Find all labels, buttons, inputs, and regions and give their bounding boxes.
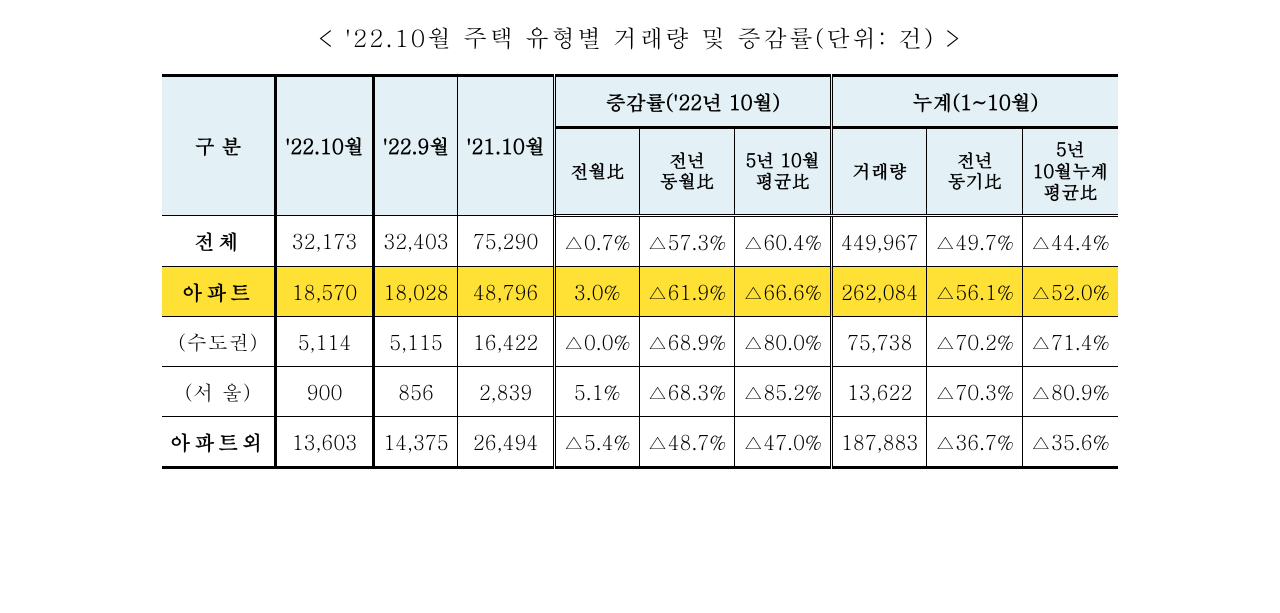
hdr-sub-cumvol: 거래량 (832, 128, 927, 216)
hdr-sub-5yr: 5년 10월평균比 (735, 128, 832, 216)
cell-mom: 5.1% (554, 366, 639, 416)
cell-label: 아파트외 (162, 416, 276, 467)
table-header: 구 분 '22.10월 '22.9월 '21.10월 증감률('22년 10월)… (162, 76, 1118, 216)
cell-sep22: 5,115 (373, 316, 458, 366)
cell-cum5yr: △52.0% (1023, 266, 1118, 316)
cell-cumvol: 262,084 (832, 266, 927, 316)
cell-cumvol: 449,967 (832, 215, 927, 266)
cell-yoy: △57.3% (639, 215, 735, 266)
cell-cumvol: 75,738 (832, 316, 927, 366)
cell-oct21: 48,796 (458, 266, 555, 316)
cell-cum5yr: △35.6% (1023, 416, 1118, 467)
cell-5yr: △85.2% (735, 366, 832, 416)
table-title: < '22.10월 주택 유형별 거래량 및 증감률(단위: 건) > (20, 20, 1260, 54)
hdr-col-oct22: '22.10월 (276, 76, 374, 216)
table-row: 아파트18,57018,02848,7963.0%△61.9%△66.6%262… (162, 266, 1118, 316)
cell-cum5yr: △44.4% (1023, 215, 1118, 266)
hdr-sub-mom: 전월比 (554, 128, 639, 216)
hdr-sub-yoy: 전년동월比 (639, 128, 735, 216)
cell-oct22: 18,570 (276, 266, 374, 316)
cell-cumyoy: △70.3% (927, 366, 1023, 416)
cell-oct21: 2,839 (458, 366, 555, 416)
cell-mom: △0.7% (554, 215, 639, 266)
hdr-group-change: 증감률('22년 10월) (554, 76, 831, 128)
cell-sep22: 14,375 (373, 416, 458, 467)
cell-label: (수도권) (162, 316, 276, 366)
cell-cum5yr: △80.9% (1023, 366, 1118, 416)
hdr-col-oct21: '21.10월 (458, 76, 555, 216)
cell-yoy: △48.7% (639, 416, 735, 467)
cell-cumyoy: △36.7% (927, 416, 1023, 467)
cell-mom: △0.0% (554, 316, 639, 366)
table-row: (수도권)5,1145,11516,422△0.0%△68.9%△80.0%75… (162, 316, 1118, 366)
cell-cumyoy: △49.7% (927, 215, 1023, 266)
cell-5yr: △80.0% (735, 316, 832, 366)
cell-sep22: 856 (373, 366, 458, 416)
cell-cumyoy: △56.1% (927, 266, 1023, 316)
hdr-sub-cumyoy: 전년동기比 (927, 128, 1023, 216)
cell-oct21: 26,494 (458, 416, 555, 467)
cell-oct22: 13,603 (276, 416, 374, 467)
cell-cumvol: 187,883 (832, 416, 927, 467)
cell-sep22: 32,403 (373, 215, 458, 266)
cell-oct22: 900 (276, 366, 374, 416)
cell-yoy: △68.9% (639, 316, 735, 366)
cell-yoy: △68.3% (639, 366, 735, 416)
hdr-sub-cum5yr: 5년10월누계평균比 (1023, 128, 1118, 216)
cell-oct21: 16,422 (458, 316, 555, 366)
cell-label: 아파트 (162, 266, 276, 316)
cell-cumvol: 13,622 (832, 366, 927, 416)
hdr-group-cum: 누계(1~10월) (832, 76, 1118, 128)
table-row: (서 울)9008562,8395.1%△68.3%△85.2%13,622△7… (162, 366, 1118, 416)
cell-5yr: △60.4% (735, 215, 832, 266)
cell-5yr: △66.6% (735, 266, 832, 316)
cell-mom: 3.0% (554, 266, 639, 316)
cell-cumyoy: △70.2% (927, 316, 1023, 366)
table-body: 전체32,17332,40375,290△0.7%△57.3%△60.4%449… (162, 215, 1118, 467)
cell-oct21: 75,290 (458, 215, 555, 266)
cell-5yr: △47.0% (735, 416, 832, 467)
cell-sep22: 18,028 (373, 266, 458, 316)
cell-oct22: 32,173 (276, 215, 374, 266)
hdr-category: 구 분 (162, 76, 276, 216)
cell-label: 전체 (162, 215, 276, 266)
cell-label: (서 울) (162, 366, 276, 416)
cell-cum5yr: △71.4% (1023, 316, 1118, 366)
hdr-col-sep22: '22.9월 (373, 76, 458, 216)
data-table: 구 분 '22.10월 '22.9월 '21.10월 증감률('22년 10월)… (162, 74, 1118, 469)
cell-yoy: △61.9% (639, 266, 735, 316)
table-row: 전체32,17332,40375,290△0.7%△57.3%△60.4%449… (162, 215, 1118, 266)
cell-mom: △5.4% (554, 416, 639, 467)
cell-oct22: 5,114 (276, 316, 374, 366)
table-row: 아파트외13,60314,37526,494△5.4%△48.7%△47.0%1… (162, 416, 1118, 467)
